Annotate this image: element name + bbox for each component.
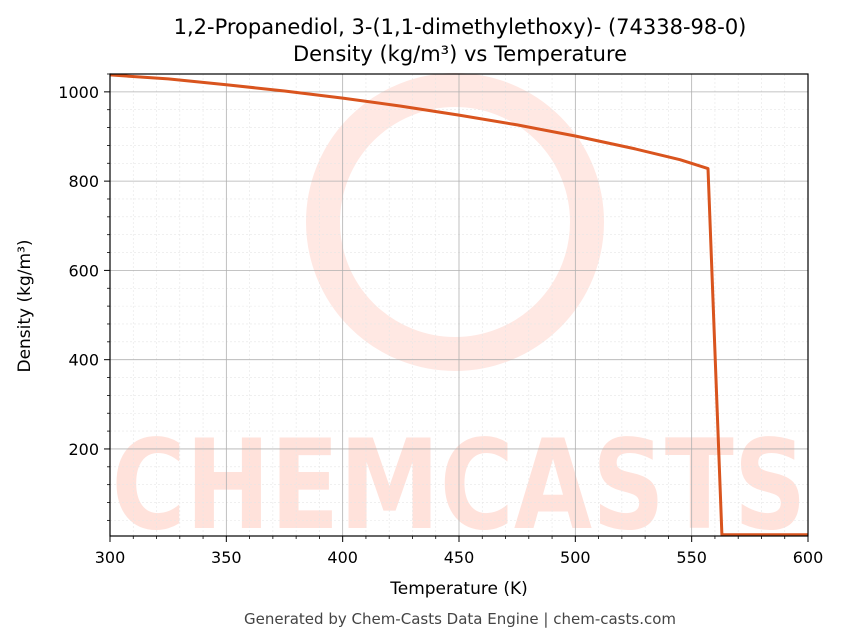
axis-ticks: 300 350 400 450 500 550 600 200 400 600 800 1000 [58, 73, 824, 567]
y-axis-label: Density (kg/m³) [15, 239, 35, 372]
y-tick-label: 400 [68, 351, 99, 370]
y-tick-label: 1000 [58, 83, 99, 102]
x-tick-label: 600 [793, 548, 824, 567]
watermark-ring [306, 73, 604, 371]
chart-title-line2: Density (kg/m³) vs Temperature [293, 42, 627, 66]
x-tick-label: 500 [560, 548, 591, 567]
footer-credit: Generated by Chem-Casts Data Engine | ch… [244, 610, 676, 628]
y-tick-label: 800 [68, 172, 99, 191]
series-layer [109, 73, 808, 537]
x-tick-label: 300 [95, 548, 126, 567]
y-tick-label: 600 [68, 261, 99, 280]
x-tick-label: 450 [444, 548, 475, 567]
x-tick-label: 550 [676, 548, 707, 567]
x-axis-label: Temperature (K) [389, 579, 528, 599]
x-tick-label: 350 [211, 548, 242, 567]
chart-title-line1: 1,2-Propanediol, 3-(1,1-dimethylethoxy)-… [174, 15, 747, 39]
y-tick-label: 200 [68, 440, 99, 459]
density-line [109, 73, 808, 537]
x-tick-label: 400 [327, 548, 358, 567]
